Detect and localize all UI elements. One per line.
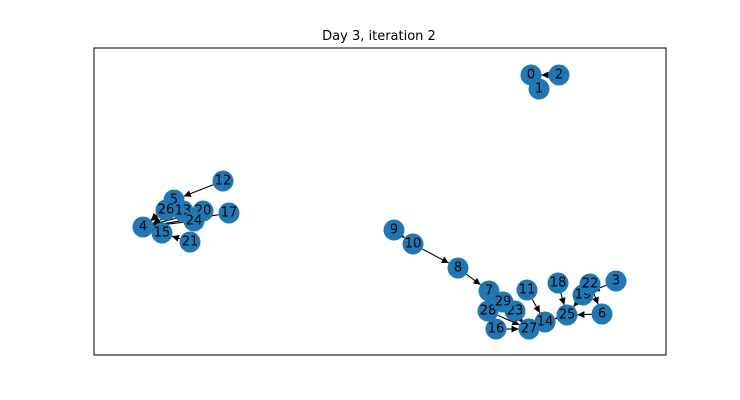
node-label: 8 (454, 261, 462, 276)
node-14: 14 (534, 311, 556, 333)
node-label: 5 (170, 193, 178, 208)
node-label: 12 (215, 174, 232, 189)
edge-22-to-6 (592, 293, 599, 305)
node-circle (518, 318, 540, 340)
node-label: 28 (480, 304, 497, 319)
node-label: 0 (527, 68, 535, 83)
node-label: 16 (488, 322, 505, 337)
node-22: 22 (579, 273, 601, 295)
node-circle (528, 78, 550, 100)
node-label: 26 (158, 203, 175, 218)
node-26: 26 (155, 199, 177, 221)
node-27: 27 (518, 318, 540, 340)
node-8: 8 (447, 257, 469, 279)
node-circle (151, 222, 173, 244)
node-11: 11 (516, 279, 538, 301)
edge-25-to-14 (554, 313, 563, 321)
node-circle (516, 279, 538, 301)
node-label: 29 (495, 295, 512, 310)
node-21: 21 (179, 231, 201, 253)
node-label: 2 (555, 68, 563, 83)
edge-10-to-8 (422, 248, 449, 264)
node-label: 4 (139, 220, 147, 235)
edge-18-to-25 (558, 292, 566, 306)
edge-23-to-27 (515, 313, 523, 322)
edge-21-to-15 (171, 235, 181, 242)
node-label: 25 (559, 308, 576, 323)
node-circle (132, 216, 154, 238)
node-circle (605, 270, 627, 292)
edge-8-to-7 (466, 273, 481, 286)
node-circle (492, 291, 514, 313)
node-circle (547, 272, 569, 294)
node-circle (485, 318, 507, 340)
node-circle (383, 219, 405, 241)
node-label: 27 (521, 322, 538, 337)
node-label: 14 (537, 315, 554, 330)
node-label: 1 (535, 82, 543, 97)
node-circle (179, 231, 201, 253)
node-label: 7 (485, 284, 493, 299)
node-circle (155, 199, 177, 221)
node-circle (556, 304, 578, 326)
node-9: 9 (383, 219, 405, 241)
node-circle (579, 273, 601, 295)
node-circle (218, 202, 240, 224)
node-circle (212, 170, 234, 192)
nodes-layer: 0123456789101112131415161718192021222324… (132, 64, 627, 340)
edges-layer (150, 71, 607, 333)
node-label: 11 (519, 283, 536, 298)
node-circle (591, 303, 613, 325)
node-16: 16 (485, 318, 507, 340)
node-label: 22 (582, 277, 599, 292)
node-label: 24 (186, 214, 203, 229)
edge-12-to-5 (183, 184, 214, 197)
node-label: 15 (154, 226, 171, 241)
edge-19-to-25 (573, 299, 581, 308)
node-24: 24 (183, 210, 205, 232)
node-29: 29 (492, 291, 514, 313)
node-circle (402, 233, 424, 255)
node-label: 10 (405, 237, 422, 252)
node-25: 25 (556, 304, 578, 326)
node-10: 10 (402, 233, 424, 255)
node-3: 3 (605, 270, 627, 292)
node-circle (534, 311, 556, 333)
node-2: 2 (548, 64, 570, 86)
node-label: 6 (598, 307, 606, 322)
node-label: 18 (550, 276, 567, 291)
node-circle (183, 210, 205, 232)
node-label: 21 (182, 235, 199, 250)
node-label: 17 (221, 206, 238, 221)
node-circle (548, 64, 570, 86)
node-6: 6 (591, 303, 613, 325)
node-12: 12 (212, 170, 234, 192)
edge-28-to-27 (497, 314, 520, 326)
node-circle (447, 257, 469, 279)
plot-frame (93, 47, 667, 356)
node-4: 4 (132, 216, 154, 238)
node-15: 15 (151, 222, 173, 244)
node-label: 9 (390, 223, 398, 238)
figure-title: Day 3, iteration 2 (322, 29, 436, 44)
edge-11-to-14 (531, 298, 541, 314)
node-18: 18 (547, 272, 569, 294)
node-17: 17 (218, 202, 240, 224)
edge-9-to-10 (396, 230, 405, 239)
node-1: 1 (528, 78, 550, 100)
node-label: 3 (612, 274, 620, 289)
